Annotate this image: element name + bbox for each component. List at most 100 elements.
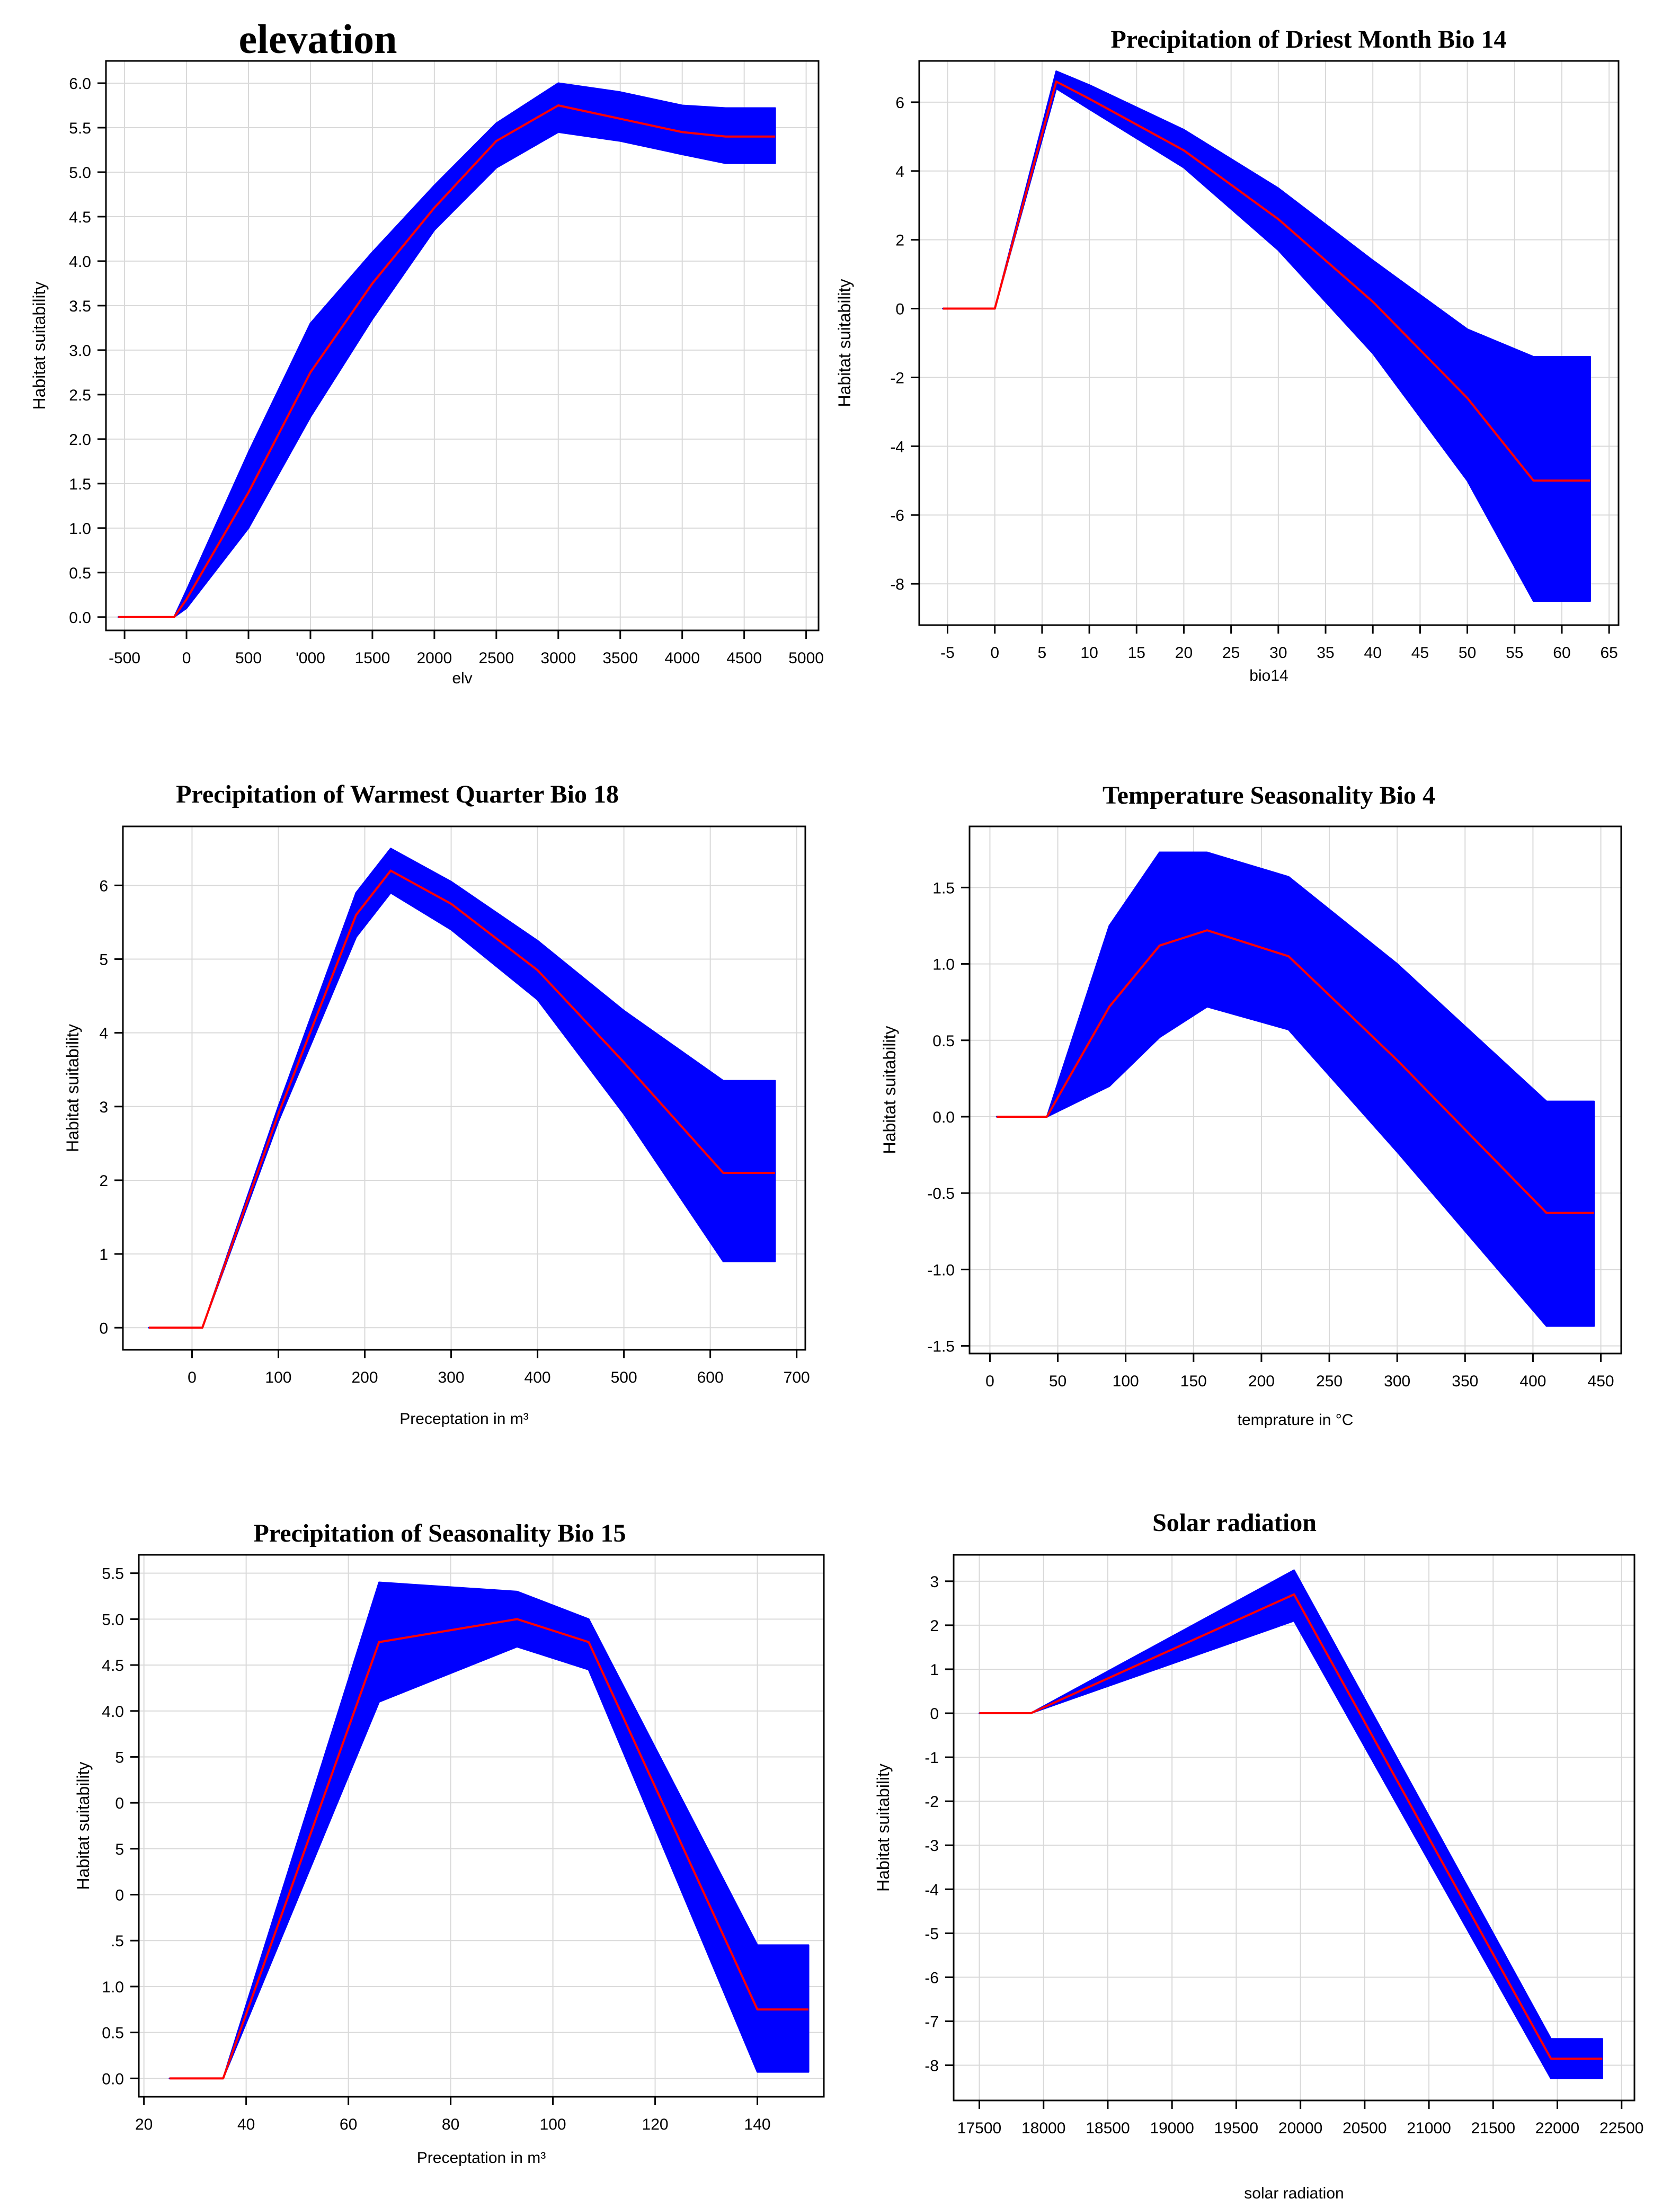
y-tick-label: 0 bbox=[99, 1320, 108, 1337]
x-tick-label: 65 bbox=[1600, 644, 1617, 662]
x-tick-label: 200 bbox=[351, 1369, 378, 1386]
x-axis-label: Preceptation in m³ bbox=[417, 2149, 546, 2167]
y-tick-label: -4 bbox=[890, 438, 904, 456]
x-tick-label: 2000 bbox=[416, 649, 452, 667]
x-tick-label: 20000 bbox=[1278, 2120, 1322, 2137]
x-tick-label: 700 bbox=[784, 1369, 810, 1386]
y-tick-label: -2 bbox=[890, 369, 904, 387]
x-tick-label: 0 bbox=[985, 1373, 994, 1390]
x-tick-label: '000 bbox=[296, 649, 325, 667]
y-axis-label: Habitat suitability bbox=[30, 282, 49, 410]
x-tick-label: 19500 bbox=[1214, 2120, 1258, 2137]
x-tick-label: 400 bbox=[525, 1369, 551, 1386]
x-tick-label: 60 bbox=[340, 2116, 357, 2133]
x-tick-label: 500 bbox=[611, 1369, 637, 1386]
chart-panel-5: 20 40 60 80 100 120 140 0.0 0.5 1.0 .5 0 5 0 5 4.0 4.5 5.… bbox=[74, 1519, 825, 2167]
y-tick-label: 2.0 bbox=[69, 431, 91, 449]
plot-frame bbox=[968, 825, 1622, 1355]
y-tick-label: 6 bbox=[99, 877, 108, 895]
y-tick-label: 4.5 bbox=[69, 209, 91, 226]
y-tick-label: 2 bbox=[99, 1172, 108, 1190]
y-tick-label: 5 bbox=[99, 951, 108, 968]
y-tick-label: 2 bbox=[930, 1617, 939, 1635]
x-tick-label: 3500 bbox=[602, 649, 638, 667]
y-tick-label: 0.0 bbox=[102, 2070, 124, 2088]
y-tick-label: 0 bbox=[115, 1795, 124, 1812]
y-axis-label: Habitat suitability bbox=[835, 279, 854, 407]
y-tick-label: -5 bbox=[925, 1925, 939, 1943]
y-tick-label: 0.0 bbox=[69, 609, 91, 627]
x-tick-label: 300 bbox=[1384, 1373, 1410, 1390]
x-tick-label: 100 bbox=[1113, 1373, 1139, 1390]
x-tick-label: 45 bbox=[1411, 644, 1429, 662]
x-tick-label: -500 bbox=[109, 649, 140, 667]
x-tick-label: 450 bbox=[1588, 1373, 1614, 1390]
x-tick-label: 50 bbox=[1459, 644, 1476, 662]
y-tick-label: 5.0 bbox=[69, 164, 91, 182]
x-tick-label: 100 bbox=[540, 2116, 566, 2133]
y-tick-label: 1.5 bbox=[69, 476, 91, 493]
y-tick-label: -6 bbox=[890, 507, 904, 524]
x-tick-label: 18000 bbox=[1021, 2120, 1065, 2137]
mean-response-line bbox=[997, 929, 1594, 1214]
y-tick-label: 1.5 bbox=[932, 879, 955, 897]
y-tick-label: 0 bbox=[895, 301, 904, 318]
mean-response-line bbox=[118, 104, 776, 618]
y-tick-label: -1.5 bbox=[927, 1338, 955, 1356]
y-tick-label: 0 bbox=[115, 1887, 124, 1904]
y-tick-label: -1 bbox=[925, 1749, 939, 1767]
chart-panel-1: -500 0 500 '000 1500 2000 2500 3000 3500 4000 4500… bbox=[30, 16, 824, 687]
chart-title: Precipitation of Warmest Quarter Bio 18 bbox=[176, 780, 619, 808]
x-tick-label: 55 bbox=[1506, 644, 1523, 662]
x-tick-label: 19000 bbox=[1150, 2120, 1194, 2137]
y-tick-label: 5.0 bbox=[102, 1611, 124, 1628]
x-tick-label: 35 bbox=[1317, 644, 1334, 662]
x-tick-label: 18500 bbox=[1086, 2120, 1130, 2137]
y-tick-label: 2.5 bbox=[69, 387, 91, 404]
y-tick-label: 3.0 bbox=[69, 342, 91, 360]
y-tick-label: 0.5 bbox=[102, 2025, 124, 2042]
y-tick-label: 0.5 bbox=[69, 565, 91, 582]
confidence-band bbox=[148, 848, 776, 1329]
x-tick-label: 4000 bbox=[664, 649, 700, 667]
chart-title: Precipitation of Driest Month Bio 14 bbox=[1110, 25, 1506, 54]
y-tick-label: 2 bbox=[895, 232, 904, 250]
y-tick-label: 4.5 bbox=[102, 1657, 124, 1675]
x-tick-label: 20 bbox=[1175, 644, 1193, 662]
mean-response-line bbox=[943, 80, 1590, 482]
y-tick-label: 1 bbox=[99, 1246, 108, 1263]
x-axis-label: solar radiation bbox=[1244, 2185, 1344, 2202]
chart-title: elevation bbox=[239, 16, 397, 62]
y-tick-label: -3 bbox=[925, 1837, 939, 1855]
y-tick-label: 3 bbox=[930, 1573, 939, 1591]
plot-frame bbox=[122, 825, 806, 1351]
y-tick-label: 1 bbox=[930, 1661, 939, 1679]
mean-response-line bbox=[169, 1618, 809, 2080]
x-tick-label: 10 bbox=[1080, 644, 1098, 662]
y-tick-label: 5 bbox=[115, 1841, 124, 1858]
x-tick-label: 40 bbox=[237, 2116, 255, 2133]
x-tick-label: 20500 bbox=[1343, 2120, 1386, 2137]
x-tick-label: 400 bbox=[1519, 1373, 1546, 1390]
x-tick-label: 1500 bbox=[355, 649, 390, 667]
plot-frame bbox=[918, 60, 1620, 626]
plot-frame bbox=[138, 1554, 825, 2098]
x-tick-label: 0 bbox=[188, 1369, 197, 1386]
x-tick-label: 25 bbox=[1222, 644, 1240, 662]
y-tick-label: 5.5 bbox=[69, 120, 91, 137]
x-tick-label: 0 bbox=[990, 644, 999, 662]
x-axis-label: elv bbox=[452, 670, 472, 687]
x-tick-label: 3000 bbox=[540, 649, 576, 667]
x-tick-label: 15 bbox=[1128, 644, 1145, 662]
chart-panel-3: 0 100 200 300 400 500 600 700 0 1 2 3 4 5 6 Precipitati… bbox=[63, 780, 810, 1428]
x-tick-label: 20 bbox=[135, 2116, 153, 2133]
x-tick-label: 30 bbox=[1269, 644, 1287, 662]
y-axis-label: Habitat suitability bbox=[63, 1024, 82, 1152]
chart-panel-4: 0 50 100 150 200 250 300 350 400 450 -1.5 -1.0 -0.5 0… bbox=[880, 781, 1622, 1429]
y-tick-label: -7 bbox=[925, 2013, 939, 2031]
x-tick-label: 350 bbox=[1452, 1373, 1478, 1390]
y-tick-label: 4.0 bbox=[102, 1703, 124, 1721]
x-tick-label: 4500 bbox=[726, 649, 762, 667]
y-tick-label: 5.5 bbox=[102, 1565, 124, 1583]
chart-title: Precipitation of Seasonality Bio 15 bbox=[253, 1519, 626, 1547]
